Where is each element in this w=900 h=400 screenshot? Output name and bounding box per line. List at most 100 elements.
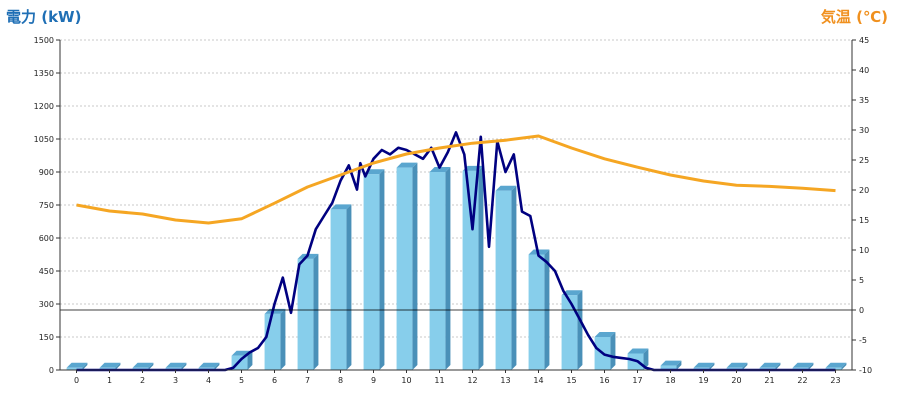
right-tick-label: 40 (859, 66, 869, 75)
x-tick-label: 1 (107, 376, 112, 385)
bar-side (511, 185, 517, 370)
bar-top (198, 362, 220, 368)
left-tick-label: 1200 (34, 102, 54, 111)
bar-top (594, 332, 616, 337)
x-tick-label: 22 (797, 376, 807, 385)
bar-front (66, 367, 83, 370)
left-tick-label: 0 (49, 366, 54, 375)
x-tick-label: 3 (173, 376, 178, 385)
x-tick-label: 9 (371, 376, 376, 385)
right-tick-label: 0 (859, 306, 864, 315)
left-tick-label: 150 (39, 333, 54, 342)
bar-13 (495, 185, 517, 370)
left-axis-title: 電力 (kW) (6, 8, 82, 26)
x-tick-label: 11 (434, 376, 444, 385)
bar-top (660, 360, 682, 366)
bar-top (132, 362, 154, 368)
bar-side (82, 362, 88, 370)
bar-top (759, 362, 781, 368)
right-tick-label: 15 (859, 216, 869, 225)
bar-front (264, 313, 281, 370)
bar-side (676, 360, 682, 370)
bar-front (561, 295, 578, 370)
bar-side (808, 362, 814, 370)
bar-top (693, 362, 715, 368)
left-tick-label: 1050 (34, 135, 54, 144)
bar-7 (297, 253, 319, 370)
x-tick-label: 5 (239, 376, 244, 385)
bar-front (429, 172, 446, 370)
bar-top (99, 362, 121, 368)
bar-side (115, 362, 121, 370)
bar-side (379, 169, 385, 370)
bar-top (561, 290, 583, 296)
tick-labels: 01503004506007509001050120013501500-10-5… (34, 36, 872, 385)
bar-side (148, 362, 154, 370)
bar-front (297, 258, 314, 370)
x-tick-label: 23 (830, 376, 840, 385)
bar-top (495, 185, 517, 191)
bar-top (726, 362, 748, 368)
bar-9 (363, 169, 385, 370)
x-tick-label: 20 (731, 376, 741, 385)
bar-side (742, 362, 748, 370)
bar-front (528, 254, 545, 370)
bar-side (775, 362, 781, 370)
x-tick-label: 8 (338, 376, 343, 385)
left-tick-label: 600 (39, 234, 54, 243)
bar-0 (66, 362, 88, 370)
right-tick-label: -5 (859, 336, 867, 345)
bar-top (825, 362, 847, 368)
power-line (76, 131, 836, 372)
bar-side (214, 362, 220, 370)
bar-top (627, 348, 649, 354)
right-tick-label: 25 (859, 156, 869, 165)
x-tick-label: 18 (665, 376, 675, 385)
bar-front (396, 167, 413, 370)
bar-side (478, 165, 484, 370)
bar-10 (396, 162, 418, 370)
bar-side (346, 204, 352, 370)
left-tick-label: 750 (39, 201, 54, 210)
line-series (76, 131, 836, 372)
x-tick-label: 2 (140, 376, 145, 385)
bar-side (610, 332, 616, 370)
temperature-line (76, 134, 836, 225)
left-tick-label: 1350 (34, 69, 54, 78)
bar-top (66, 362, 88, 368)
bar-18 (660, 360, 682, 370)
bar-side (577, 290, 583, 370)
bar-12 (462, 165, 484, 370)
bar-side (280, 308, 286, 370)
bar-top (165, 362, 187, 368)
bar-11 (429, 167, 451, 370)
left-tick-label: 1500 (34, 36, 54, 45)
bar-8 (330, 204, 352, 370)
bar-top (429, 167, 451, 172)
x-tick-label: 0 (74, 376, 79, 385)
right-axis-title: 気温 (℃) (820, 8, 888, 26)
right-tick-label: -10 (859, 366, 872, 375)
x-tick-label: 19 (698, 376, 708, 385)
x-tick-label: 12 (467, 376, 477, 385)
bar-15 (561, 290, 583, 370)
x-tick-label: 10 (401, 376, 411, 385)
bar-top (792, 362, 814, 368)
bar-front (495, 190, 512, 370)
bar-side (181, 362, 187, 370)
bar-series (66, 162, 847, 370)
right-tick-label: 20 (859, 186, 869, 195)
axes (56, 39, 856, 373)
bar-side (313, 253, 319, 370)
grid-lines (60, 39, 852, 338)
bar-front (660, 365, 677, 370)
bar-16 (594, 332, 616, 370)
left-tick-label: 900 (39, 168, 54, 177)
left-tick-label: 450 (39, 267, 54, 276)
bar-top (396, 162, 418, 168)
left-tick-label: 300 (39, 300, 54, 309)
bar-side (643, 348, 649, 370)
right-tick-label: 30 (859, 126, 869, 135)
right-tick-label: 35 (859, 96, 869, 105)
